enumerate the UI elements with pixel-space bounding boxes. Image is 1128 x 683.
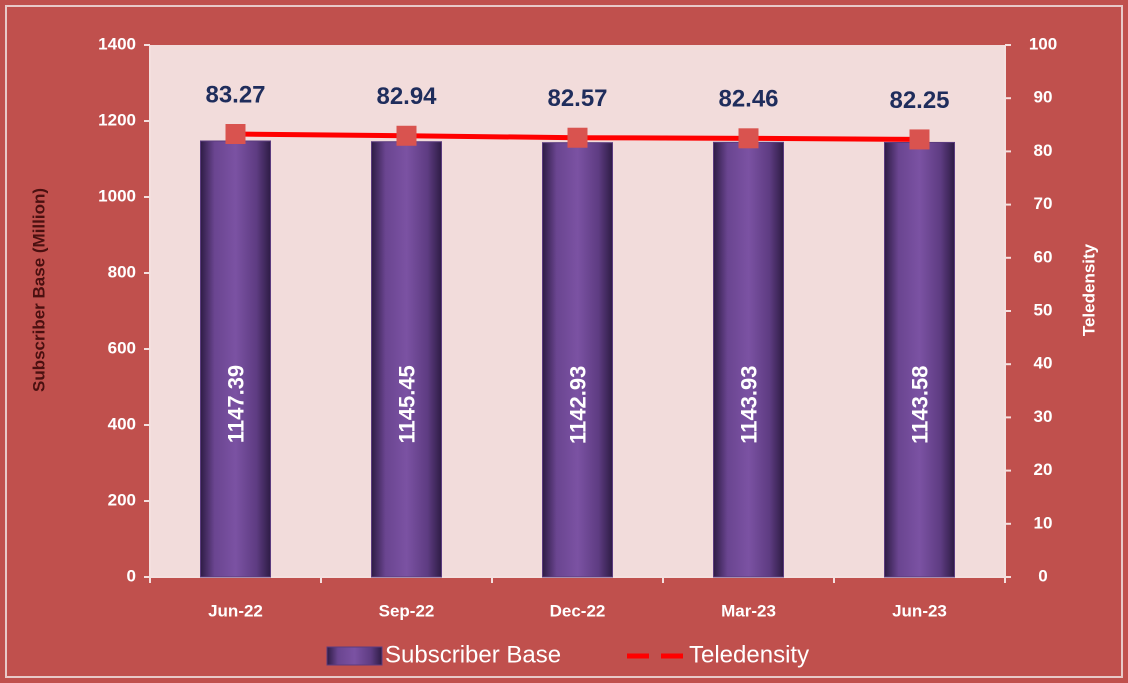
y2-axis-title: Teledensity (1079, 243, 1098, 336)
bar (371, 141, 442, 578)
line-marker (396, 125, 417, 146)
line-value-label: 82.25 (889, 87, 949, 114)
y2-tick-label: 0 (1038, 566, 1047, 585)
y-tick-label: 400 (108, 414, 136, 433)
y-tick-label: 600 (108, 338, 136, 357)
y-tick-label: 0 (127, 566, 136, 585)
x-tick-label: Jun-22 (208, 601, 263, 620)
y2-tick-label: 20 (1034, 460, 1053, 479)
x-tick-label: Jun-23 (892, 601, 947, 620)
y2-tick-label: 60 (1034, 247, 1053, 266)
y-tick-label: 800 (108, 262, 136, 281)
line-marker (738, 128, 759, 149)
y-tick-label: 1400 (98, 34, 136, 53)
x-tick-label: Dec-22 (550, 601, 606, 620)
line-value-label: 82.57 (547, 85, 607, 112)
y-tick-label: 1000 (98, 186, 136, 205)
bar-value-label: 1143.58 (907, 366, 932, 444)
y2-tick-label: 90 (1034, 88, 1053, 107)
bar (542, 142, 613, 578)
y2-tick-label: 50 (1034, 300, 1053, 319)
x-tick-label: Sep-22 (379, 601, 435, 620)
y2-tick-label: 40 (1034, 354, 1053, 373)
y2-tick-label: 100 (1029, 34, 1057, 53)
y2-tick-label: 70 (1034, 194, 1053, 213)
legend-label: Teledensity (689, 641, 809, 668)
bar (200, 140, 271, 578)
line-marker (567, 127, 588, 148)
line-value-label: 82.46 (718, 86, 778, 113)
y2-tick-label: 30 (1034, 407, 1053, 426)
bar-value-label: 1145.45 (394, 365, 419, 443)
y2-tick-label: 80 (1034, 141, 1053, 160)
y-tick-label: 1200 (98, 110, 136, 129)
legend-swatch (326, 646, 383, 666)
y-tick-label: 200 (108, 490, 136, 509)
line-marker (225, 124, 246, 145)
line-marker (909, 129, 930, 150)
y2-tick-label: 10 (1034, 513, 1053, 532)
x-tick-label: Mar-23 (721, 601, 776, 620)
bar-value-label: 1143.93 (736, 365, 761, 443)
bar (713, 141, 784, 578)
bar-value-label: 1142.93 (565, 366, 590, 444)
bar-value-label: 1147.39 (223, 365, 248, 443)
line-value-label: 83.27 (205, 81, 265, 108)
bar (884, 141, 955, 578)
line-value-label: 82.94 (376, 83, 437, 110)
legend-label: Subscriber Base (385, 641, 561, 668)
y-axis-title: Subscriber Base (Million) (29, 188, 48, 392)
frame (5, 5, 1123, 678)
